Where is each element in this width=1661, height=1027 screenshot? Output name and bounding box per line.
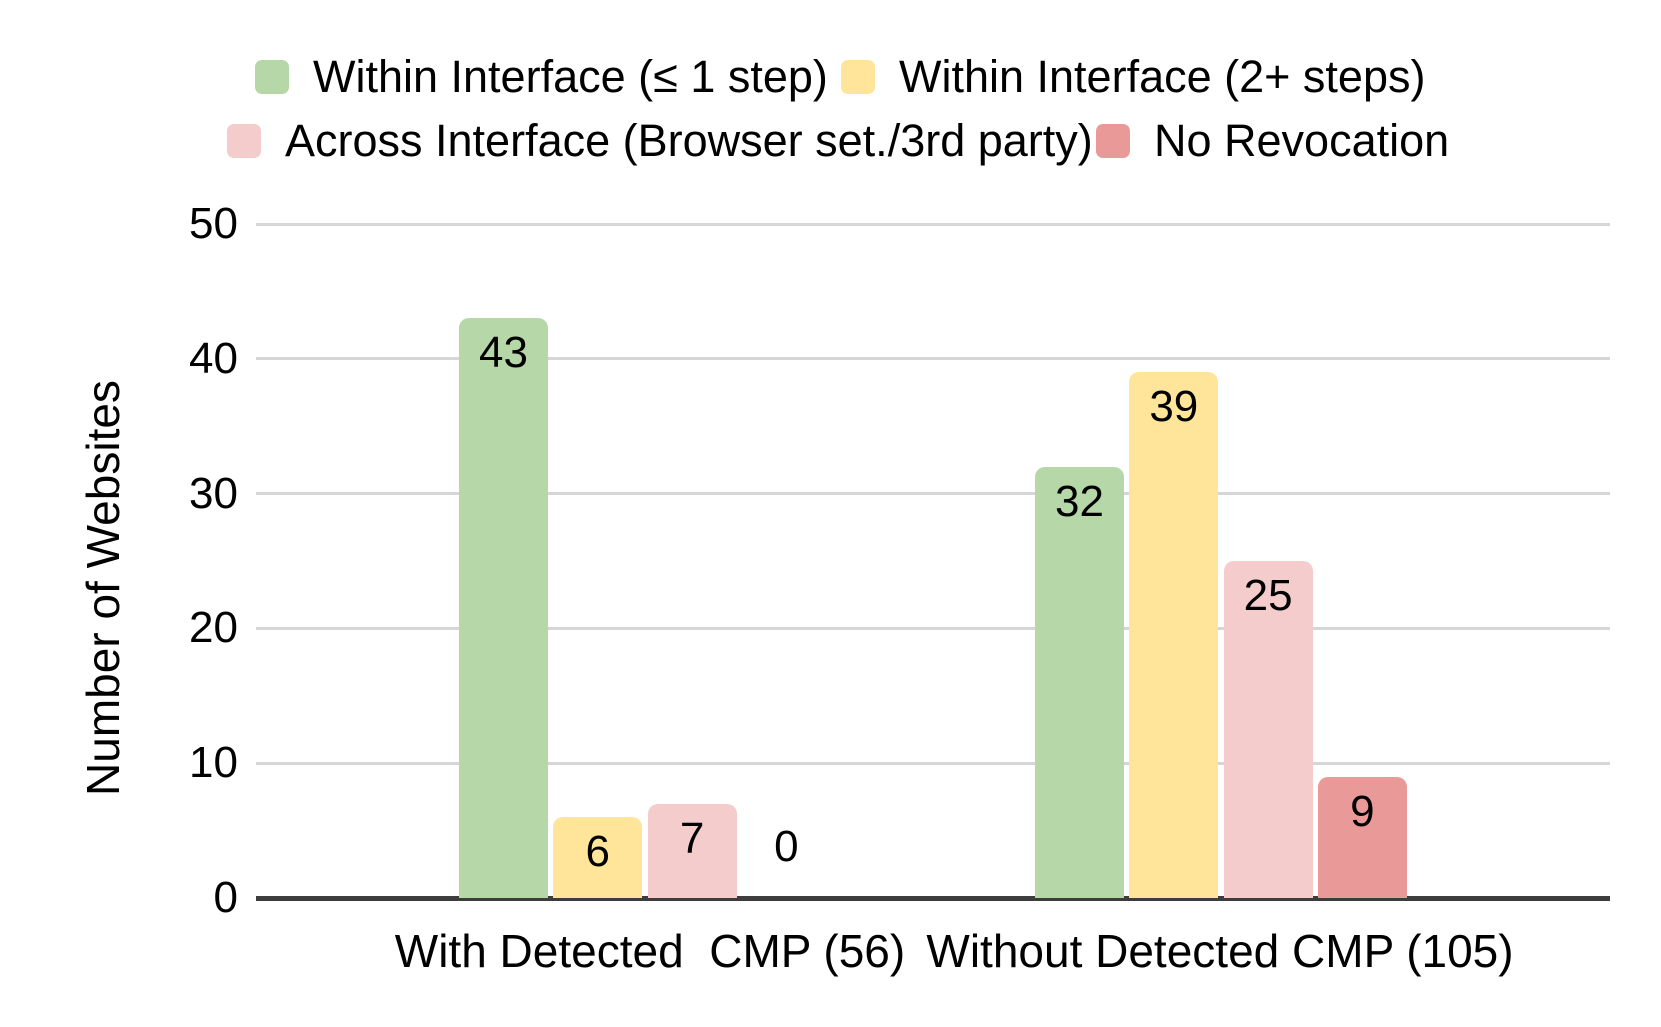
bar-value-label: 0 [774, 822, 799, 871]
bar-group2-series4 [1317, 776, 1407, 898]
bar-group1-series2 [553, 817, 643, 898]
gridline-30 [256, 492, 1610, 496]
bar-value-label: 7 [679, 813, 705, 863]
bar-value-label: 43 [479, 328, 528, 378]
legend-item-2: Within Interface (2+ steps) [841, 51, 1426, 102]
legend-swatch-icon [841, 60, 875, 94]
legend-item-4: No Revocation [1096, 115, 1450, 166]
bar-group1-series3 [647, 803, 737, 898]
legend-item-label: Within Interface (2+ steps) [899, 51, 1426, 102]
y-tick-label-30: 30 [189, 468, 238, 518]
legend-item-label: No Revocation [1154, 115, 1450, 166]
y-tick-label-10: 10 [189, 738, 238, 788]
legend-swatch-icon [227, 124, 261, 158]
bar-value-label: 9 [1350, 786, 1375, 836]
gridline-20 [256, 626, 1610, 630]
x-category-label-1: With Detected CMP (56) [394, 925, 906, 977]
bar-value-label: 25 [1243, 571, 1293, 620]
gridline-40 [256, 357, 1610, 361]
legend-swatch-icon [255, 60, 289, 94]
legend-item-1: Within Interface (≤ 1 step) [255, 51, 828, 102]
legend-item-label: Within Interface (≤ 1 step) [313, 51, 828, 102]
bar-group1-series1 [459, 318, 548, 898]
legend-item-3: Across Interface (Browser set./3rd party… [227, 115, 1093, 166]
gridline-10 [256, 761, 1610, 765]
gridline-50 [256, 222, 1610, 226]
y-tick-label-0: 0 [213, 873, 238, 922]
bar-value-label: 32 [1055, 476, 1104, 526]
y-tick-label-40: 40 [189, 333, 238, 383]
legend-item-label: Across Interface (Browser set./3rd party… [285, 115, 1093, 166]
legend-swatch-icon [1096, 124, 1130, 158]
bar-value-label: 39 [1149, 382, 1199, 432]
bar-value-label: 6 [585, 827, 611, 877]
y-tick-label-20: 20 [189, 603, 238, 653]
y-tick-label-50: 50 [189, 199, 238, 248]
bar-group2-series3 [1223, 561, 1313, 898]
x-axis-line [256, 896, 1610, 901]
bar-group2-series1 [1035, 466, 1124, 898]
bar-group2-series2 [1129, 372, 1219, 898]
x-category-label-2: Without Detected CMP (105) [926, 925, 1514, 977]
